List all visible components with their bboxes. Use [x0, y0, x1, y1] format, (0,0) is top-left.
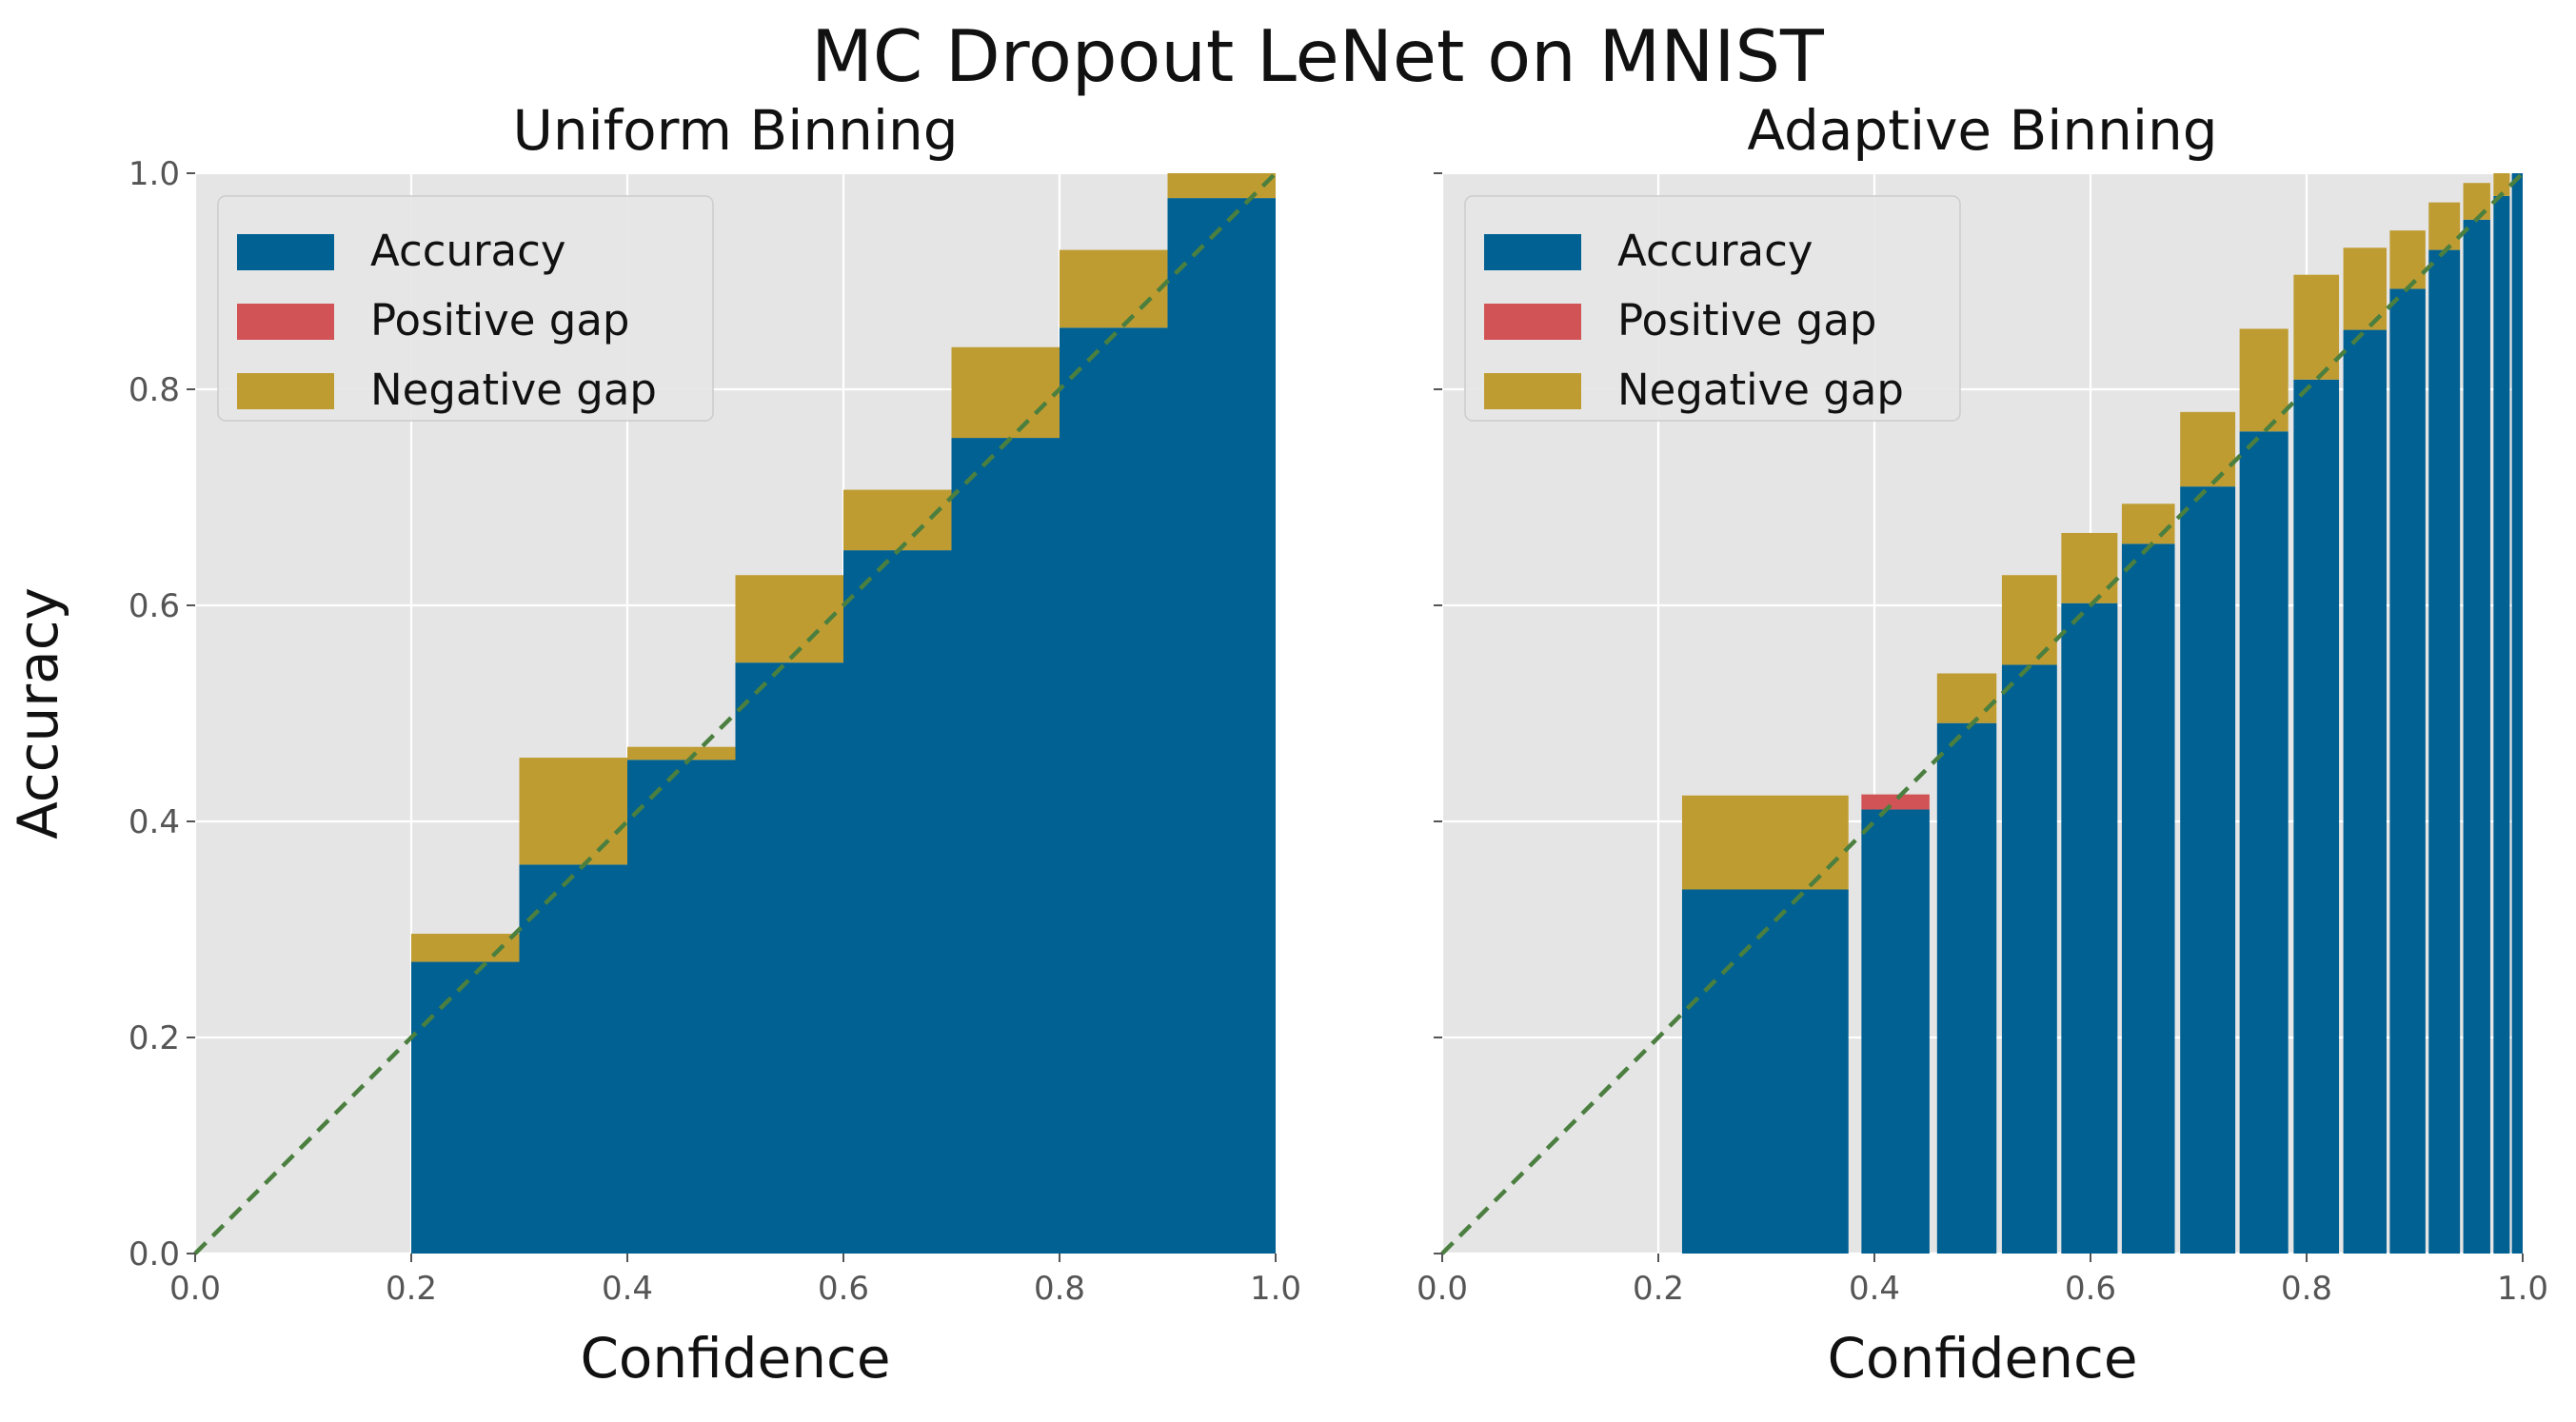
- x-tick-label: 0.0: [169, 1270, 221, 1308]
- subplot-title: Uniform Binning: [512, 98, 958, 163]
- negative-gap-bar: [843, 489, 952, 551]
- y-tick-label: 0.8: [129, 371, 180, 409]
- accuracy-bar: [2180, 486, 2236, 1254]
- adaptive-binning-panel: 0.0 0.2 0.4 0.6 0.8 1.0 Adaptive Binning Confid…: [1417, 98, 2548, 1391]
- y-axis-label: Accuracy: [6, 587, 70, 839]
- legend-box: [217, 195, 714, 422]
- accuracy-bar: [951, 438, 1060, 1254]
- accuracy-bar: [1060, 327, 1168, 1254]
- legend-swatch-accuracy: [237, 234, 334, 270]
- accuracy-bar: [519, 864, 627, 1254]
- negative-gap-bar: [2293, 274, 2340, 380]
- x-tick-label: 0.6: [2065, 1270, 2116, 1308]
- accuracy-bar: [1167, 198, 1276, 1254]
- legend-label: Positive gap: [1617, 295, 1876, 346]
- legend: Accuracy Positive gap Negative gap: [1464, 195, 1961, 422]
- accuracy-bar: [2428, 249, 2461, 1254]
- x-tick-label: 0.2: [386, 1270, 437, 1308]
- accuracy-bar: [2293, 379, 2340, 1254]
- legend-swatch-positive-gap: [237, 304, 334, 340]
- negative-gap-bar: [2239, 328, 2289, 432]
- accuracy-bar: [2389, 288, 2426, 1254]
- accuracy-bar: [843, 550, 952, 1254]
- negative-gap-bar: [735, 575, 843, 663]
- negative-gap-bar: [1936, 673, 1997, 723]
- x-tick-label: 0.8: [1034, 1270, 1085, 1308]
- legend-swatch-accuracy: [1484, 234, 1581, 270]
- x-tick-label: 0.4: [602, 1270, 653, 1308]
- accuracy-bar: [2343, 329, 2387, 1254]
- legend-box: [1464, 195, 1961, 422]
- x-tick-label: 1.0: [1250, 1270, 1301, 1308]
- x-tick-label: 1.0: [2497, 1270, 2548, 1308]
- accuracy-bar: [411, 961, 520, 1254]
- x-tick-label: 0.2: [1633, 1270, 1684, 1308]
- accuracy-bar: [2463, 219, 2490, 1254]
- x-tick-label: 0.0: [1417, 1270, 1468, 1308]
- negative-gap-bar: [2121, 504, 2175, 544]
- perfect-calibration-line: [193, 171, 1278, 1255]
- legend-label: Negative gap: [1617, 365, 1904, 415]
- accuracy-bar: [735, 662, 843, 1254]
- accuracy-bar: [1861, 809, 1930, 1254]
- y-tick-label: 1.0: [129, 155, 180, 193]
- legend-label: Accuracy: [1617, 226, 1813, 276]
- negative-gap-bar: [1167, 173, 1276, 199]
- legend-swatch-negative-gap: [1484, 373, 1581, 409]
- legend-label: Positive gap: [370, 295, 629, 346]
- accuracy-bar: [2001, 664, 2057, 1254]
- legend: Accuracy Positive gap Negative gap: [217, 195, 714, 422]
- negative-gap-bar: [1681, 795, 1849, 890]
- x-axis-label: Confidence: [580, 1326, 890, 1391]
- accuracy-bar: [2511, 173, 2523, 1254]
- accuracy-bar: [2239, 431, 2289, 1254]
- negative-gap-bar: [2001, 575, 2057, 665]
- negative-gap-bar: [519, 758, 627, 865]
- legend-swatch-negative-gap: [237, 373, 334, 409]
- legend-label: Accuracy: [370, 226, 565, 276]
- uniform-binning-panel: 0.0 0.2 0.4 0.6 0.8 1.0 0.0 0.2 0.4 0.6 0.8 1.0 Unif…: [6, 98, 1301, 1391]
- accuracy-bar: [1936, 722, 1997, 1254]
- negative-gap-bar: [2061, 532, 2118, 603]
- figure-title: MC Dropout LeNet on MNIST: [811, 14, 1825, 98]
- negative-gap-bar: [2463, 183, 2490, 220]
- y-tick-label: 0.2: [129, 1019, 180, 1057]
- accuracy-bar: [2061, 602, 2118, 1254]
- perfect-calibration-line: [1440, 171, 2525, 1255]
- negative-gap-bar: [2180, 411, 2236, 487]
- negative-gap-bar: [627, 746, 736, 760]
- y-tick-label: 0.4: [129, 803, 180, 841]
- legend-label: Negative gap: [370, 365, 657, 415]
- positive-gap-bar: [1861, 794, 1930, 810]
- x-tick-label: 0.6: [818, 1270, 869, 1308]
- negative-gap-bar: [2428, 202, 2461, 250]
- accuracy-bar: [627, 760, 736, 1254]
- negative-gap-bar: [951, 346, 1060, 439]
- accuracy-bar: [2493, 195, 2510, 1254]
- y-tick-label: 0.0: [129, 1235, 180, 1274]
- negative-gap-bar: [2493, 173, 2510, 196]
- negative-gap-bar: [1060, 249, 1168, 328]
- subplot-title: Adaptive Binning: [1747, 98, 2217, 163]
- x-axis-label: Confidence: [1827, 1326, 2137, 1391]
- negative-gap-bar: [2389, 230, 2426, 289]
- accuracy-bar: [1681, 889, 1849, 1254]
- legend-swatch-positive-gap: [1484, 304, 1581, 340]
- y-tick-label: 0.6: [129, 587, 180, 625]
- x-tick-label: 0.8: [2281, 1270, 2332, 1308]
- x-tick-label: 0.4: [1849, 1270, 1900, 1308]
- accuracy-bar: [2121, 543, 2175, 1254]
